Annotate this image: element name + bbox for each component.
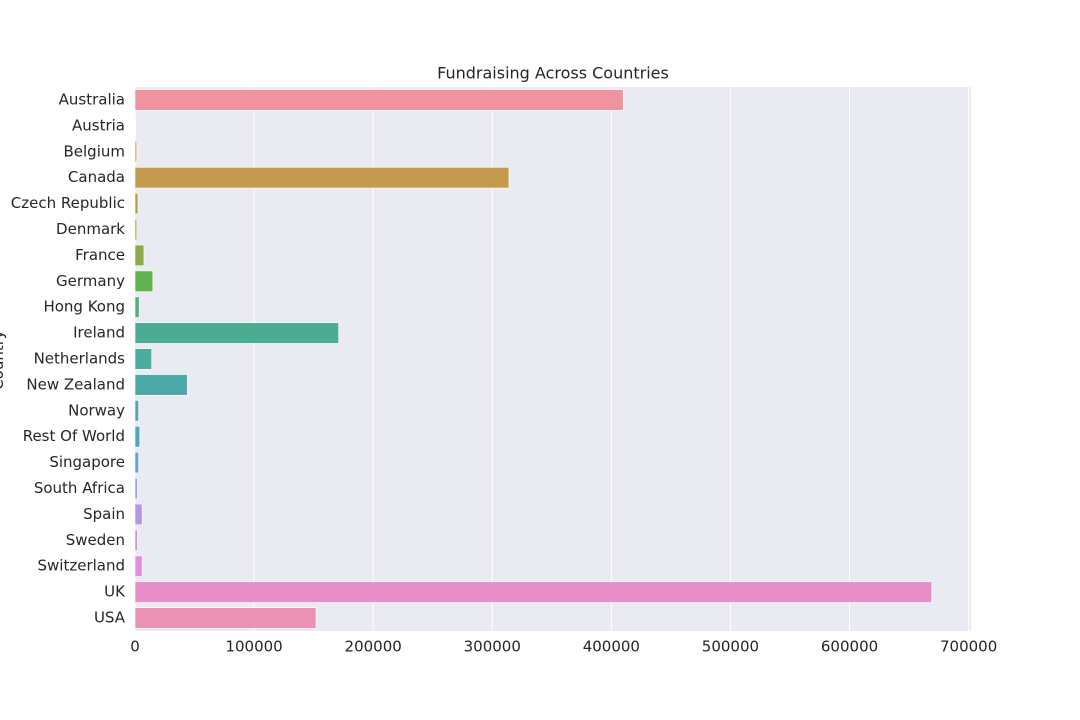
bar: [134, 607, 317, 629]
y-tick-label: France: [75, 246, 125, 264]
x-tick-label: 400000: [583, 638, 640, 656]
bar: [134, 581, 933, 603]
y-tick-label: Ireland: [73, 324, 125, 342]
y-tick-label: Norway: [68, 401, 125, 419]
bar: [134, 218, 138, 241]
y-tick-label: Switzerland: [38, 557, 126, 575]
x-tick-label: 600000: [821, 638, 878, 656]
bar: [134, 529, 138, 551]
bar: [134, 503, 143, 526]
bar: [134, 426, 141, 448]
bar: [134, 270, 154, 292]
x-tick-label: 500000: [702, 638, 759, 656]
bar: [134, 192, 139, 215]
bar: [134, 348, 152, 370]
bar: [134, 89, 624, 111]
bar: [134, 296, 140, 318]
y-tick-label: Austria: [72, 116, 125, 134]
bar: [134, 244, 145, 267]
y-tick-label: USA: [94, 609, 126, 627]
y-tick-label: Czech Republic: [11, 194, 125, 212]
x-tick-label: 200000: [345, 638, 402, 656]
bar: [134, 167, 510, 189]
bar: [134, 451, 139, 474]
bar: [134, 115, 136, 137]
x-tick-label: 100000: [225, 638, 282, 656]
y-tick-label: Singapore: [49, 453, 125, 471]
y-tick-label: South Africa: [34, 479, 125, 497]
y-tick-label: New Zealand: [26, 375, 125, 393]
y-tick-label: Australia: [59, 90, 125, 108]
bar: [134, 477, 138, 500]
y-tick-label: Hong Kong: [43, 298, 125, 316]
x-tick-label: 0: [130, 638, 140, 656]
bar: [134, 555, 143, 577]
y-tick-label: Canada: [68, 168, 125, 186]
x-tick-label: 700000: [940, 638, 997, 656]
y-tick-label: Netherlands: [34, 350, 126, 368]
y-tick-label: Belgium: [64, 142, 126, 160]
y-tick-label: Sweden: [66, 531, 125, 549]
y-axis-label: Country: [0, 330, 7, 390]
y-tick-label: UK: [104, 583, 126, 601]
bar: [134, 141, 138, 163]
y-tick-label: Spain: [83, 505, 125, 523]
x-tick-label: 300000: [464, 638, 521, 656]
y-tick-label: Denmark: [56, 220, 125, 238]
bar: [134, 374, 188, 396]
chart-title: Fundraising Across Countries: [437, 64, 669, 83]
y-tick-label: Rest Of World: [23, 427, 125, 445]
bar: [134, 322, 339, 344]
bar: [134, 400, 139, 422]
y-tick-label: Germany: [56, 272, 125, 290]
